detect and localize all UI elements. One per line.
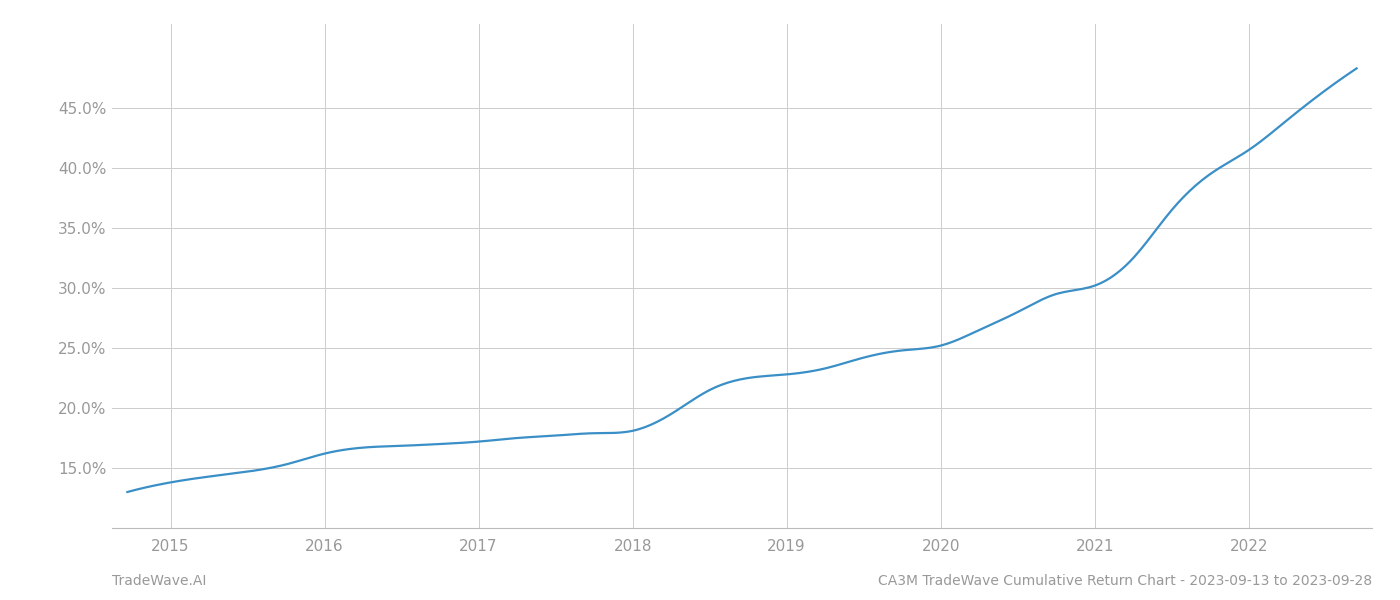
Text: CA3M TradeWave Cumulative Return Chart - 2023-09-13 to 2023-09-28: CA3M TradeWave Cumulative Return Chart -… [878,574,1372,588]
Text: TradeWave.AI: TradeWave.AI [112,574,206,588]
